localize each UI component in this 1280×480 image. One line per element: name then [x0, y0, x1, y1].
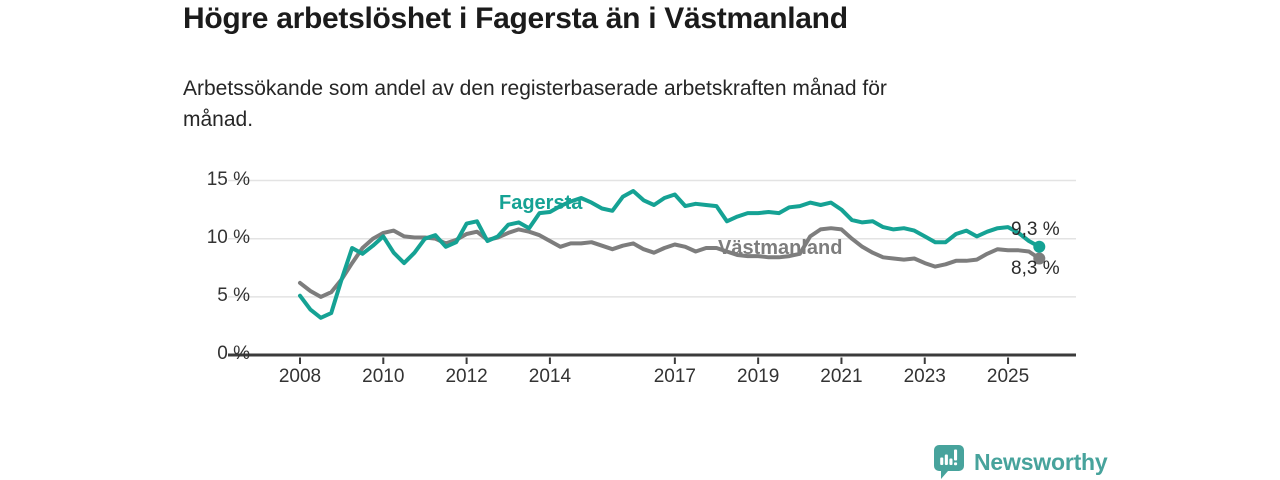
- fagersta-series-label: Fagersta: [499, 192, 583, 214]
- vastmanland-series-label: Västmanland: [718, 237, 843, 259]
- x-tick-label: 2025: [986, 366, 1030, 387]
- chart-title: Högre arbetslöshet i Fagersta än i Västm…: [183, 2, 848, 35]
- chart-subtitle-line2: månad.: [183, 108, 254, 131]
- x-tick-label: 2021: [820, 366, 863, 387]
- chart-subtitle: Arbetssökande som andel av den registerb…: [183, 73, 887, 135]
- x-tick-label: 2023: [903, 366, 946, 387]
- fagersta-line: [298, 189, 1042, 320]
- fagersta-end-dot: [1033, 240, 1046, 253]
- x-tick-label: 2010: [362, 366, 405, 387]
- bar-chart-speech-bubble-icon: [934, 445, 964, 479]
- fagersta-end-value-label: 9,3 %: [1011, 219, 1060, 240]
- x-tick-label: 2019: [737, 366, 780, 387]
- x-tick-label: 2017: [653, 366, 696, 387]
- vastmanland-end-value-label: 8,3 %: [1011, 258, 1060, 279]
- vastmanland-end-dot: [1033, 252, 1046, 265]
- y-tick-label: 15 %: [206, 168, 250, 190]
- x-tick-label: 2008: [278, 366, 322, 387]
- x-tick-label: 2014: [528, 366, 572, 387]
- y-tick-label: 0 %: [217, 343, 250, 364]
- newsworthy-logo: Newsworthy: [933, 444, 1108, 480]
- newsworthy-logo-text: Newsworthy: [974, 448, 1108, 475]
- vastmanland-line: [298, 226, 1042, 299]
- chart-subtitle-line1: Arbetssökande som andel av den registerb…: [183, 77, 887, 100]
- y-tick-label: 10 %: [206, 226, 250, 248]
- y-tick-label: 5 %: [217, 284, 250, 306]
- x-tick-label: 2012: [445, 366, 488, 387]
